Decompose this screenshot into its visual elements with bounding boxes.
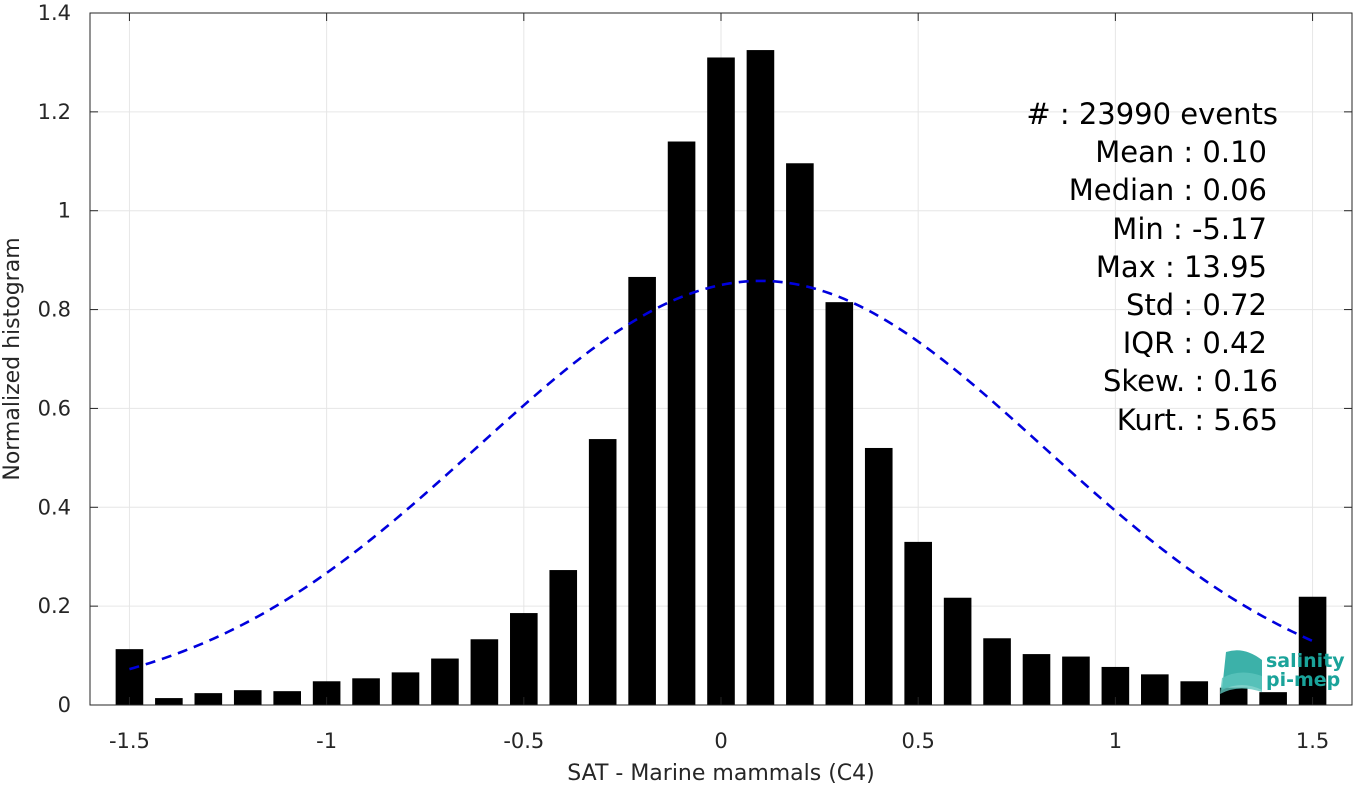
histogram-bar	[667, 141, 696, 705]
histogram-bar	[273, 691, 301, 705]
logo-line1: salinity	[1266, 650, 1345, 672]
y-tick-label: 0.6	[38, 396, 71, 420]
axis-ticks	[90, 12, 1352, 706]
histogram-bar	[115, 649, 144, 705]
x-tick-label: -1	[316, 729, 337, 753]
histogram-bar	[470, 639, 499, 705]
histogram-bar	[1219, 687, 1248, 705]
stat-mean: Mean : 0.10	[1095, 135, 1267, 169]
y-tick-label: 1.2	[38, 100, 71, 124]
x-tick-label: 1	[1109, 729, 1122, 753]
x-tick-label: 1.5	[1296, 729, 1329, 753]
x-axis-label: SAT - Marine mammals (C4)	[567, 761, 875, 785]
histogram-bar	[312, 681, 341, 705]
stats-annotation: # : 23990 events Mean : 0.10 Median : 0.…	[1026, 97, 1278, 437]
histogram-bar	[628, 276, 656, 705]
histogram-bar	[391, 672, 420, 705]
x-tick-label: -0.5	[503, 729, 544, 753]
x-tick-label: 0.5	[901, 729, 934, 753]
histogram-bar	[707, 57, 735, 705]
stat-std: Std : 0.72	[1126, 288, 1267, 322]
salinity-pimep-logo: salinity pi-mep	[1220, 650, 1345, 694]
logo-wave-icon-layer	[1220, 672, 1262, 694]
histogram-bar	[904, 541, 932, 705]
histogram-bar	[1180, 681, 1209, 705]
histogram-bar	[1062, 656, 1090, 705]
y-tick-label: 0.4	[38, 495, 71, 519]
histogram-bar	[431, 658, 459, 705]
histogram-bar	[983, 638, 1011, 705]
logo-line2: pi-mep	[1266, 669, 1340, 691]
y-axis-label: Normalized histogram	[0, 237, 25, 480]
stat-median: Median : 0.06	[1069, 173, 1267, 207]
histogram-bar	[233, 690, 262, 705]
histogram-bar	[1298, 596, 1327, 705]
y-tick-label: 0	[58, 693, 71, 717]
histogram-bar	[864, 447, 893, 705]
y-tick-labels: 0 0.2 0.4 0.6 0.8 1 1.2 1.4	[38, 1, 71, 717]
histogram-bar	[1259, 692, 1287, 705]
histogram-bar	[510, 613, 538, 705]
histogram-bar	[194, 693, 223, 705]
y-tick-label: 0.8	[38, 298, 71, 322]
bar-series	[115, 50, 1327, 706]
histogram-bar	[746, 50, 775, 706]
stat-min: Min : -5.17	[1112, 212, 1267, 246]
x-tick-label: 0	[714, 729, 727, 753]
x-tick-labels: -1.5 -1 -0.5 0 0.5 1 1.5	[109, 729, 1329, 753]
stat-max: Max : 13.95	[1096, 250, 1267, 284]
histogram-bar	[943, 597, 972, 705]
histogram-bar	[1022, 654, 1051, 705]
y-tick-label: 1	[58, 199, 71, 223]
histogram-bar	[825, 302, 854, 705]
stat-skew: Skew. : 0.16	[1103, 364, 1278, 398]
histogram-bar	[786, 163, 814, 705]
histogram-bar	[588, 439, 617, 705]
histogram-bar	[549, 570, 578, 705]
x-tick-label: -1.5	[109, 729, 150, 753]
histogram-bar	[155, 698, 183, 705]
y-tick-label: 1.4	[38, 1, 71, 25]
stat-iqr: IQR : 0.42	[1123, 326, 1267, 360]
stat-kurt: Kurt. : 5.65	[1117, 403, 1278, 437]
histogram-bar	[352, 678, 380, 705]
stat-count: # : 23990 events	[1026, 97, 1278, 131]
y-tick-label: 0.2	[38, 594, 71, 618]
histogram-bar	[1141, 674, 1169, 705]
